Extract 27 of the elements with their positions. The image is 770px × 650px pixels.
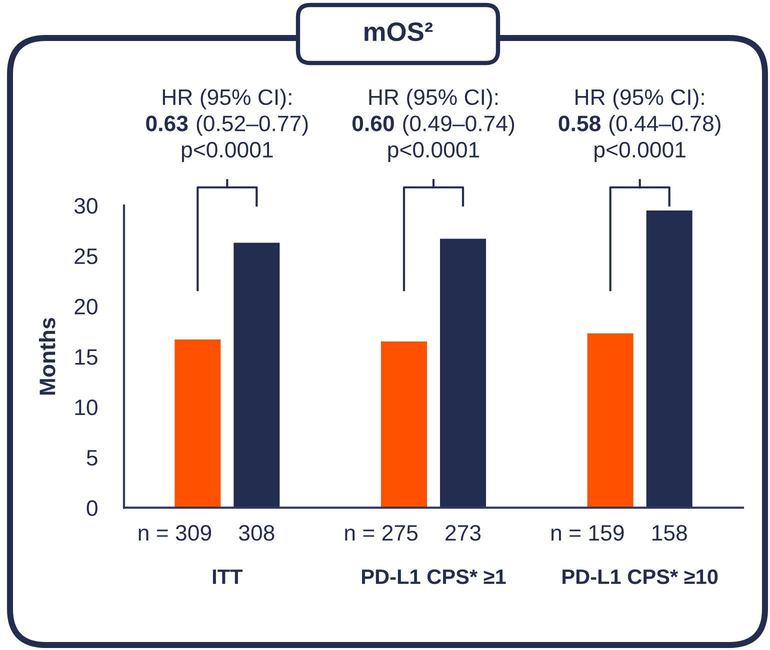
- x-tick-label: PD-L1 CPS* ≥1: [362, 569, 506, 584]
- y-tick-label: 20: [74, 298, 98, 315]
- chart-title: mOS²: [364, 22, 433, 42]
- text: 158: [652, 525, 687, 541]
- text: HR (95% CI): 0.58 (0.44–0.78) p<0.0001: [558, 88, 720, 162]
- bar: [174, 339, 221, 508]
- y-tick-label: 15: [75, 349, 98, 365]
- y-tick-label: 5: [86, 450, 98, 466]
- text: HR (95% CI): 0.63 (0.52–0.77) p<0.0001: [146, 88, 308, 162]
- text: n = 309: [138, 525, 212, 541]
- text: n = 159: [551, 525, 624, 541]
- text: HR (95% CI): 0.60 (0.49–0.74) p<0.0001: [352, 88, 514, 162]
- bar: [380, 341, 427, 508]
- y-tick-label: 30: [74, 198, 98, 214]
- y-tick-label: 25: [74, 248, 98, 264]
- bar: [646, 210, 692, 508]
- x-tick-label: PD-L1 CPS* ≥10: [562, 569, 718, 584]
- bar: [587, 333, 634, 508]
- text: n = 275: [345, 525, 418, 541]
- bar: [440, 238, 486, 508]
- y-tick-label: 0: [86, 500, 98, 516]
- x-tick-label: ITT: [212, 570, 243, 584]
- text: 308: [238, 525, 274, 541]
- bar: [234, 242, 280, 508]
- text: 273: [446, 525, 481, 541]
- y-axis-title: Months: [38, 318, 56, 395]
- y-tick-label: 10: [75, 400, 98, 416]
